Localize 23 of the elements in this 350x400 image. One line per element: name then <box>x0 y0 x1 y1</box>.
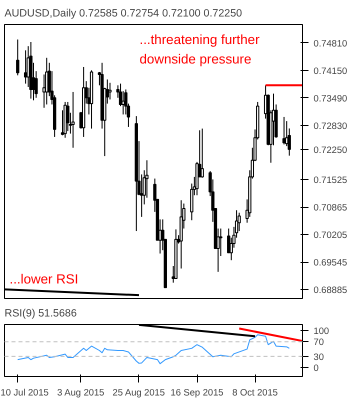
y-tick-label: 0.70865 <box>314 202 348 213</box>
annotation: ...threatening further downside pressure <box>140 32 260 66</box>
chart-title: RSI(9) 51.5686 <box>4 308 77 320</box>
y-tick-label: 0.70205 <box>314 230 348 240</box>
y-tick-label: 70 <box>314 337 324 348</box>
x-tick-label: 3 Aug 2015 <box>57 388 104 398</box>
x-tick-label: 16 Sep 2015 <box>170 388 224 398</box>
x-tick-label: 8 Oct 2015 <box>232 388 278 398</box>
y-tick-label: 0.69545 <box>314 258 348 268</box>
y-tick-label: 0 <box>314 362 319 373</box>
y-tick-label: 0.68885 <box>314 285 348 296</box>
y-tick-label: 30 <box>314 352 324 362</box>
y-tick-label: 0.73490 <box>314 93 348 104</box>
y-tick-label: 0.72250 <box>314 144 348 155</box>
x-tick-label: 25 Aug 2015 <box>112 388 165 398</box>
y-tick-label: 0.71525 <box>314 175 348 186</box>
x-tick-label: 10 Jul 2015 <box>0 388 49 398</box>
chart-title: AUDUSD,Daily 0.72585 0.72754 0.72100 0.72250 <box>4 8 242 20</box>
y-tick-label: 100 <box>314 326 330 336</box>
annotation: ...lower RSI <box>10 272 78 286</box>
y-tick-label: 0.72830 <box>314 120 348 131</box>
y-tick-label: 0.74150 <box>314 66 348 76</box>
y-tick-label: 0.74810 <box>314 38 348 48</box>
